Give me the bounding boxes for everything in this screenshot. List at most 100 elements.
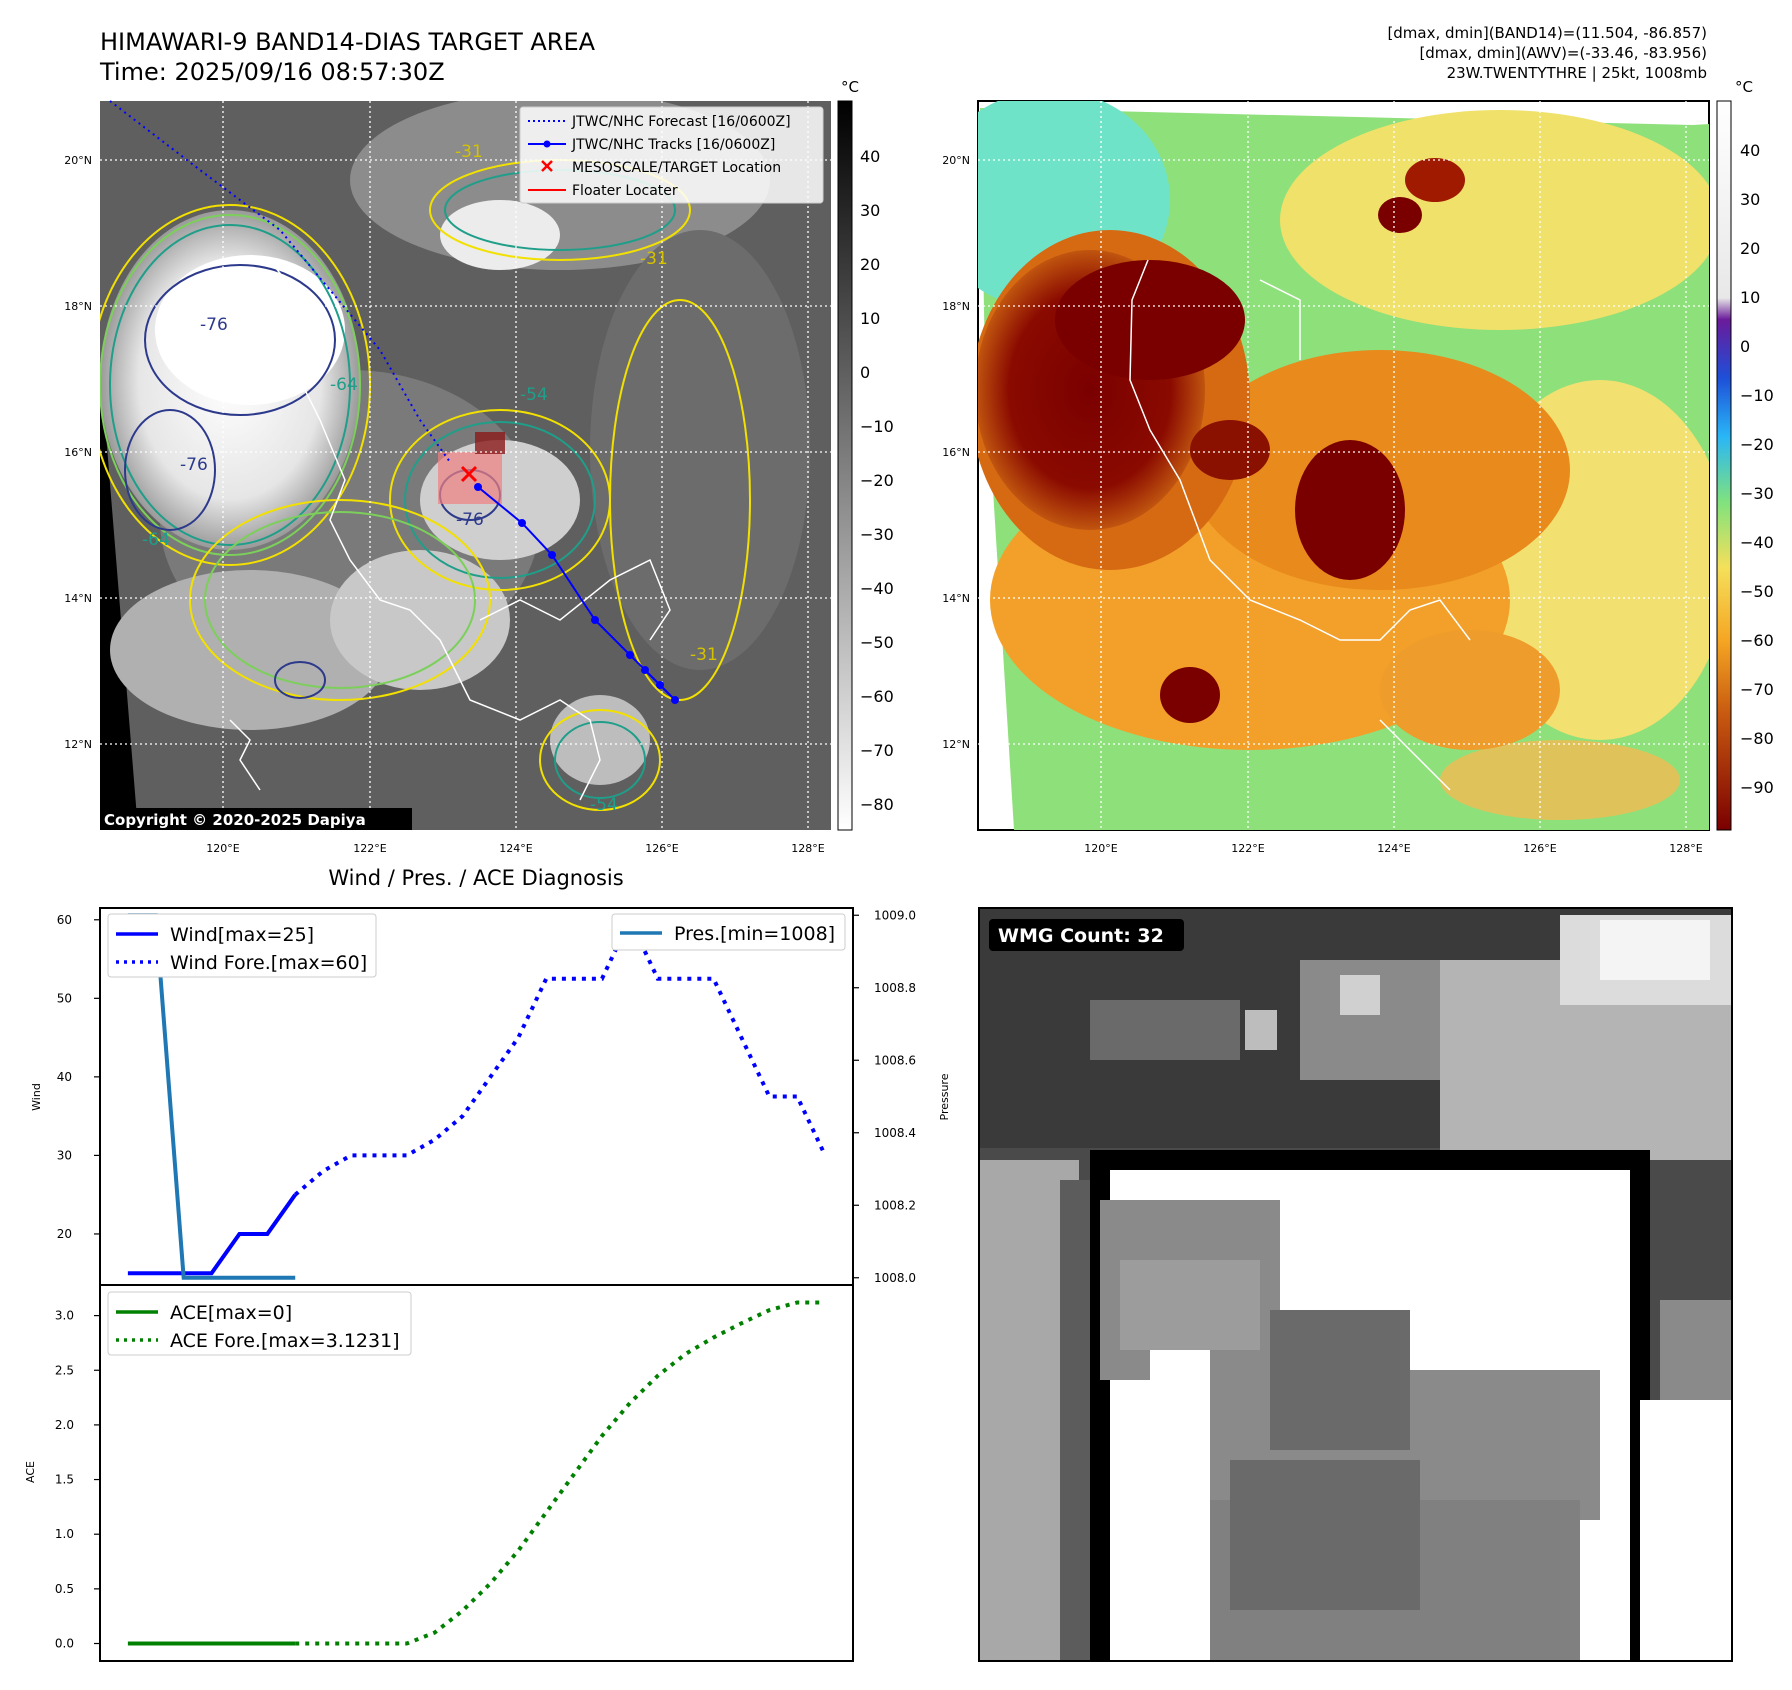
colorbar-tick: −60	[1740, 631, 1774, 650]
info-storm: 23W.TWENTYTHRE | 25kt, 1008mb	[1447, 64, 1707, 82]
colorbar-unit: °C	[841, 78, 859, 96]
ace-fore-legend-label: ACE Fore.[max=3.1231]	[170, 1330, 400, 1352]
contour-label: -31	[640, 249, 668, 269]
map1-legend: JTWC/NHC Forecast [16/0600Z] JTWC/NHC Tr…	[519, 106, 824, 204]
ace-axis-label: ACE	[24, 1461, 37, 1483]
legend-forecast-label: JTWC/NHC Forecast [16/0600Z]	[571, 114, 791, 130]
lat-tick: 12°N	[64, 738, 92, 751]
ace-legend-label: ACE[max=0]	[170, 1302, 292, 1324]
ace-chart: ACE 3.0 2.5 2.0 1.5 1.0 0.5 0.0 ACE[max=0] ACE…	[24, 1284, 854, 1662]
lon-tick: 124°E	[1377, 842, 1410, 855]
contour-label: -54	[590, 795, 618, 815]
wind-axis-label: Wind	[30, 1083, 43, 1111]
storm-track	[109, 100, 679, 704]
pressure-y-ticks: 1009.0 1008.8 1008.6 1008.4 1008.2 1008.0	[853, 908, 916, 1285]
lat-tick: 14°N	[64, 592, 92, 605]
contour-label: -64	[142, 530, 170, 550]
colorbar-tick: −20	[1740, 435, 1774, 454]
awv-map-panel: 120°E 122°E 124°E 126°E 128°E 20°N 18°N …	[942, 100, 1710, 855]
info-awv: [dmax, dmin](AWV)=(-33.46, -83.956)	[1419, 44, 1707, 62]
y-tick-label: 1.5	[55, 1473, 74, 1487]
wmg-frame	[978, 907, 1733, 1662]
y-tick-label: 1009.0	[874, 908, 916, 922]
pressure-legend	[611, 913, 846, 951]
legend-floater-label: Floater Locater	[572, 183, 678, 199]
target-location-marker	[460, 465, 478, 483]
lon-tick: 122°E	[353, 842, 386, 855]
colorbar-ticks: 40 30 20 10 0 −10 −20 −30 −40 −50 −60 −7…	[1740, 141, 1774, 797]
copyright-text: Copyright © 2020-2025 Dapiya	[104, 811, 366, 829]
map1-axis-ticks: 120°E 122°E 124°E 126°E 128°E 20°N 18°N …	[64, 154, 825, 855]
y-tick-label: 1.0	[55, 1527, 74, 1541]
colorbar-tick: 10	[1740, 288, 1760, 307]
colorbar-tick: 10	[860, 309, 880, 328]
colorbar-ticks: 40 30 20 10 0 −10 −20 −30 −40 −50 −60 −7…	[860, 147, 894, 814]
lat-tick: 16°N	[64, 446, 92, 459]
lon-tick: 124°E	[499, 842, 532, 855]
contour-label: -76	[180, 455, 208, 475]
ace-y-ticks: 3.0 2.5 2.0 1.5 1.0 0.5 0.0	[55, 1309, 100, 1651]
y-tick-label: 2.0	[55, 1418, 74, 1432]
y-tick-label: 1008.0	[874, 1271, 916, 1285]
wind-y-ticks: 60 50 40 30 20	[57, 913, 100, 1241]
track-markers	[474, 483, 679, 704]
y-tick-label: 30	[57, 1148, 72, 1162]
ace-legend	[107, 1291, 412, 1356]
contour-label: -54	[520, 385, 548, 405]
colorbar-tick: −70	[1740, 680, 1774, 699]
contour-labels: -76 -76 -76 -64 -64 -54 -31 -31 -54 -31	[142, 142, 718, 815]
colorbar-tick: 0	[860, 363, 870, 382]
wind-legend	[107, 913, 377, 978]
contour-label: -31	[690, 645, 718, 665]
colorbar-tick: −90	[1740, 778, 1774, 797]
colorbar-tick: −40	[1740, 533, 1774, 552]
lat-tick: 20°N	[942, 154, 970, 167]
y-tick-label: 1008.2	[874, 1198, 916, 1212]
lon-tick: 122°E	[1231, 842, 1264, 855]
wmg-panel: WMG Count: 32	[978, 907, 1733, 1662]
info-band14: [dmax, dmin](BAND14)=(11.504, -86.857)	[1387, 24, 1707, 42]
lat-tick: 16°N	[942, 446, 970, 459]
y-tick-label: 1008.4	[874, 1126, 916, 1140]
contour-label: -31	[455, 142, 483, 162]
forecast-track-line	[109, 100, 451, 463]
y-tick-label: 40	[57, 1070, 72, 1084]
wind-fore-legend-label: Wind Fore.[max=60]	[170, 952, 367, 974]
contour-label: -64	[330, 375, 358, 395]
lat-tick: 20°N	[64, 154, 92, 167]
colorbar-tick: −30	[860, 525, 894, 544]
lon-tick: 126°E	[1523, 842, 1556, 855]
lat-tick: 14°N	[942, 592, 970, 605]
figure-time: Time: 2025/09/16 08:57:30Z	[99, 58, 445, 86]
colorbar-tick: −40	[860, 579, 894, 598]
lon-tick: 120°E	[1084, 842, 1117, 855]
wind-legend-label: Wind[max=25]	[170, 924, 314, 946]
lon-tick: 128°E	[1669, 842, 1702, 855]
y-tick-label: 0.5	[55, 1582, 74, 1596]
y-tick-label: 60	[57, 913, 72, 927]
series-line-1	[295, 1300, 826, 1646]
pressure-axis-label: Pressure	[938, 1073, 951, 1120]
lon-tick: 128°E	[791, 842, 824, 855]
y-tick-label: 50	[57, 991, 72, 1005]
wmg-count-label: WMG Count: 32	[998, 925, 1164, 947]
y-tick-label: 3.0	[55, 1309, 74, 1323]
legend-target-swatch	[541, 160, 553, 172]
y-tick-label: 0.0	[55, 1637, 74, 1651]
colorbar-tick: −60	[860, 687, 894, 706]
wmg-count-badge	[989, 919, 1184, 951]
colorbar-bar	[837, 100, 853, 831]
pressure-legend-label: Pres.[min=1008]	[674, 923, 835, 945]
colorbar-tick: 30	[860, 201, 880, 220]
legend-target-label: MESOSCALE/TARGET Location	[572, 160, 781, 176]
lat-tick: 18°N	[942, 300, 970, 313]
colorbar-tick: 40	[860, 147, 880, 166]
colorbar-tick: −50	[860, 633, 894, 652]
colorbar-bar	[1716, 100, 1732, 831]
series-line-0	[127, 1193, 297, 1276]
y-tick-label: 1008.6	[874, 1053, 916, 1067]
lat-tick: 18°N	[64, 300, 92, 313]
colorbar-tick: −70	[860, 741, 894, 760]
